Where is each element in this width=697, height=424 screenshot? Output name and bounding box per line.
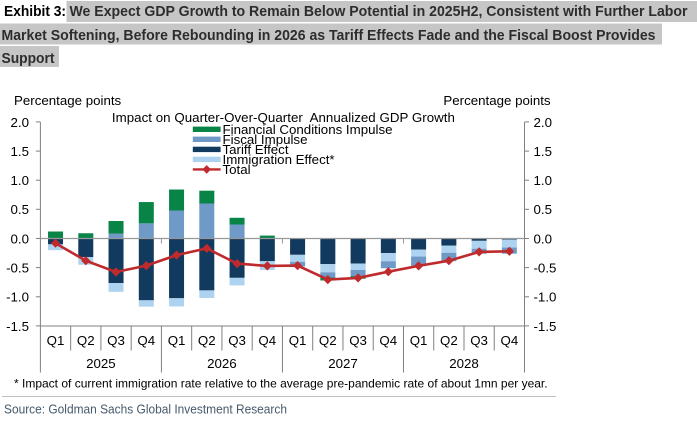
svg-text:Fiscal Impulse: Fiscal Impulse bbox=[223, 132, 308, 147]
svg-text:Percentage points: Percentage points bbox=[14, 93, 122, 108]
svg-text:Q4: Q4 bbox=[258, 333, 276, 348]
svg-text:2027: 2027 bbox=[328, 356, 358, 371]
svg-text:-0.5: -0.5 bbox=[6, 261, 29, 276]
svg-text:-1.0: -1.0 bbox=[534, 290, 557, 305]
svg-text:0.0: 0.0 bbox=[534, 231, 553, 246]
svg-text:Tariff Effect: Tariff Effect bbox=[223, 142, 289, 157]
svg-text:2026: 2026 bbox=[207, 356, 237, 371]
svg-text:2.0: 2.0 bbox=[534, 115, 553, 130]
svg-text:0.0: 0.0 bbox=[11, 231, 30, 246]
svg-text:0.5: 0.5 bbox=[534, 202, 553, 217]
svg-text:Q1: Q1 bbox=[410, 333, 428, 348]
svg-text:Support: Support bbox=[2, 50, 55, 67]
svg-text:Q2: Q2 bbox=[77, 333, 95, 348]
svg-text:2025: 2025 bbox=[86, 356, 116, 371]
svg-text:Q2: Q2 bbox=[198, 333, 216, 348]
svg-text:1.0: 1.0 bbox=[11, 173, 30, 188]
svg-text:2.0: 2.0 bbox=[11, 115, 30, 130]
svg-text:Immigration Effect*: Immigration Effect* bbox=[223, 152, 335, 167]
svg-text:Total: Total bbox=[223, 162, 251, 177]
svg-text:1.5: 1.5 bbox=[534, 144, 553, 159]
svg-text:Q3: Q3 bbox=[228, 333, 246, 348]
svg-text:Q2: Q2 bbox=[440, 333, 458, 348]
svg-text:Percentage points: Percentage points bbox=[443, 93, 551, 108]
svg-text:Source: Goldman Sachs Global I: Source: Goldman Sachs Global Investment … bbox=[4, 401, 287, 416]
svg-text:We Expect GDP Growth to Remain: We Expect GDP Growth to Remain Below Pot… bbox=[70, 3, 688, 20]
svg-text:1.0: 1.0 bbox=[534, 173, 553, 188]
svg-text:Q3: Q3 bbox=[107, 333, 125, 348]
svg-text:Q4: Q4 bbox=[379, 333, 397, 348]
svg-text:Financial Conditions Impulse: Financial Conditions Impulse bbox=[223, 122, 393, 137]
svg-text:* Impact of current immigratio: * Impact of current immigration rate rel… bbox=[14, 376, 548, 390]
svg-text:Q3: Q3 bbox=[470, 333, 488, 348]
svg-text:-1.5: -1.5 bbox=[6, 319, 29, 334]
svg-text:-1.5: -1.5 bbox=[534, 319, 557, 334]
svg-text:Q4: Q4 bbox=[137, 333, 155, 348]
svg-text:Q1: Q1 bbox=[289, 333, 307, 348]
svg-text:1.5: 1.5 bbox=[11, 144, 30, 159]
svg-text:Q1: Q1 bbox=[47, 333, 65, 348]
svg-text:Q2: Q2 bbox=[319, 333, 337, 348]
svg-text:Exhibit 3:: Exhibit 3: bbox=[4, 3, 66, 20]
svg-text:Q3: Q3 bbox=[349, 333, 367, 348]
svg-text:2028: 2028 bbox=[449, 356, 479, 371]
svg-text:Q1: Q1 bbox=[168, 333, 186, 348]
svg-text:0.5: 0.5 bbox=[11, 202, 30, 217]
svg-text:Market Softening, Before Rebou: Market Softening, Before Rebounding in 2… bbox=[2, 27, 656, 44]
svg-text:Impact on Quarter-Over-Quarter: Impact on Quarter-Over-Quarter Annualize… bbox=[112, 110, 455, 125]
svg-text:Q4: Q4 bbox=[501, 333, 519, 348]
svg-text:-0.5: -0.5 bbox=[534, 261, 557, 276]
svg-text:-1.0: -1.0 bbox=[6, 290, 29, 305]
